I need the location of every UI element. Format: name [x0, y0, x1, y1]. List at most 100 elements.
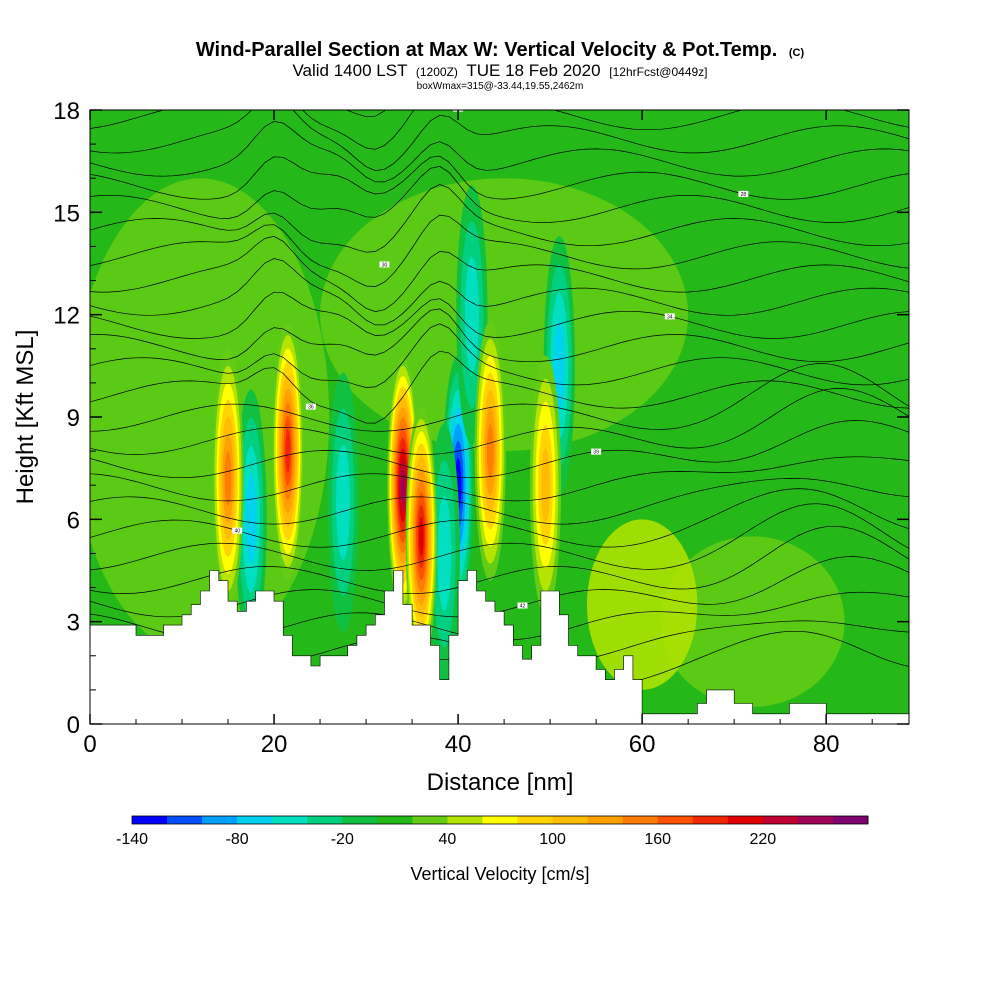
copyright-mark: (C) [789, 47, 805, 59]
y-tick-label: 6 [67, 507, 80, 534]
isentrope-line [90, 214, 909, 287]
colorbar-swatch [342, 816, 378, 824]
downdraft-cell [336, 444, 351, 560]
colorbar-swatch [587, 816, 624, 824]
x-axis-label: Distance [nm] [427, 769, 574, 796]
colorbar-tick-label: 220 [750, 831, 777, 848]
colorbar-tick-label: -20 [331, 831, 354, 848]
terrain-outline [90, 570, 909, 715]
isentrope-label: 34 [667, 314, 673, 320]
isentrope-line [90, 308, 909, 363]
isentrope-label: 40 [234, 529, 240, 535]
colorbar-swatch [657, 816, 694, 824]
valid-prefix: Valid 1400 LST [292, 61, 407, 80]
isentrope-line [90, 291, 909, 339]
y-tick-label: 12 [53, 303, 80, 330]
isentrope-label-box [664, 313, 675, 320]
isentrope-label: 36 [308, 405, 314, 411]
x-tick-label: 20 [261, 731, 288, 758]
isentrope-line [90, 184, 909, 253]
colorbar-swatch [447, 816, 483, 824]
updraft-cell [418, 516, 424, 556]
updraft-cell [224, 451, 232, 506]
isentrope-label-box [232, 527, 243, 534]
colorbar-swatch [692, 816, 729, 824]
isentrope-line [90, 525, 909, 595]
isentrope-label: 42 [520, 604, 526, 610]
isentrope-label-box [305, 403, 316, 410]
updraft-cell [541, 448, 550, 523]
isentrope-label-box [591, 448, 602, 455]
colorbar-tick-label: 100 [539, 831, 566, 848]
velocity-field [90, 178, 845, 707]
y-tick-label: 0 [67, 712, 80, 739]
field-band [90, 178, 330, 656]
y-tick-label: 15 [53, 200, 80, 227]
colorbar-swatch [622, 816, 659, 824]
colorbar-swatch [552, 816, 589, 824]
isentrope-line [90, 456, 909, 502]
x-tick-label: 0 [83, 731, 96, 758]
colorbar-swatch [517, 816, 554, 824]
colorbar-swatch [377, 816, 413, 824]
isentrope-label: 39 [593, 450, 599, 456]
plot-area: 484240393634302848 [90, 110, 909, 724]
box-wmax-info: boxWmax=315@-33.44,19.55,2462m [417, 81, 584, 92]
chart-title: Wind-Parallel Section at Max W: Vertical… [196, 39, 805, 61]
x-tick-label: 60 [629, 731, 656, 758]
terrain [90, 570, 909, 724]
colorbar-frame [131, 815, 869, 825]
isentrope-line [90, 166, 909, 223]
colorbar-swatch [762, 816, 799, 824]
valid-utc: (1200Z) [416, 65, 458, 79]
colorbar-swatch [272, 816, 308, 824]
isentrope-line [90, 155, 909, 200]
chart-title-main: Wind-Parallel Section at Max W: Vertical… [196, 39, 777, 61]
x-tick-label: 80 [813, 731, 840, 758]
isentrope-label-box [738, 190, 749, 197]
colorbar-tick-label: 160 [644, 831, 671, 848]
colorbar-swatch [307, 816, 343, 824]
forecast-info: [12hrFcst@0449z] [609, 65, 707, 79]
y-tick-label: 9 [67, 405, 80, 432]
valid-time: Valid 1400 LST (1200Z) TUE 18 Feb 2020 [… [292, 61, 707, 80]
isentrope-contours [90, 110, 909, 687]
isentrope-line [90, 258, 909, 326]
isentrope-line [90, 420, 909, 479]
y-axis-label: Height [Kft MSL] [12, 330, 39, 505]
isentrope-line [90, 363, 909, 432]
isentrope-line [90, 110, 909, 171]
colorbar: -140 -80 -20 40 100 160 220 [116, 815, 869, 848]
x-axis: 0 20 40 60 80 [83, 110, 873, 758]
y-tick-label: 18 [53, 98, 80, 125]
colorbar-tick-label: -140 [116, 831, 148, 848]
colorbar-swatch [727, 816, 764, 824]
isentrope-label-box [517, 602, 528, 609]
isentrope-line [90, 478, 909, 525]
colorbar-swatch [202, 816, 238, 824]
downdraft-cell [245, 474, 257, 565]
isentrope-label-box [379, 261, 390, 268]
colorbar-label: Vertical Velocity [cm/s] [410, 864, 589, 884]
colorbar-tick-label: 40 [439, 831, 457, 848]
valid-date: TUE 18 Feb 2020 [466, 61, 600, 80]
colorbar-swatch [237, 816, 273, 824]
updraft-cell [285, 429, 291, 473]
downdraft-cell [553, 320, 565, 411]
field-band [660, 536, 845, 707]
colorbar-swatch [167, 816, 203, 824]
updraft-cell [487, 423, 494, 479]
isentrope-line [90, 503, 909, 571]
colorbar-tick-label: -80 [226, 831, 249, 848]
colorbar-swatch [482, 816, 519, 824]
x-tick-label: 40 [445, 731, 472, 758]
downdraft-cell [464, 257, 479, 373]
isentrope-line [90, 121, 909, 183]
downdraft-cell [437, 495, 452, 612]
updraft-cell [400, 468, 405, 502]
isentrope-label: 28 [741, 192, 747, 198]
isentrope-label: 30 [382, 262, 388, 268]
y-axis: 0 36 9 12 15 18 [53, 98, 909, 739]
colorbar-swatch [412, 816, 448, 824]
